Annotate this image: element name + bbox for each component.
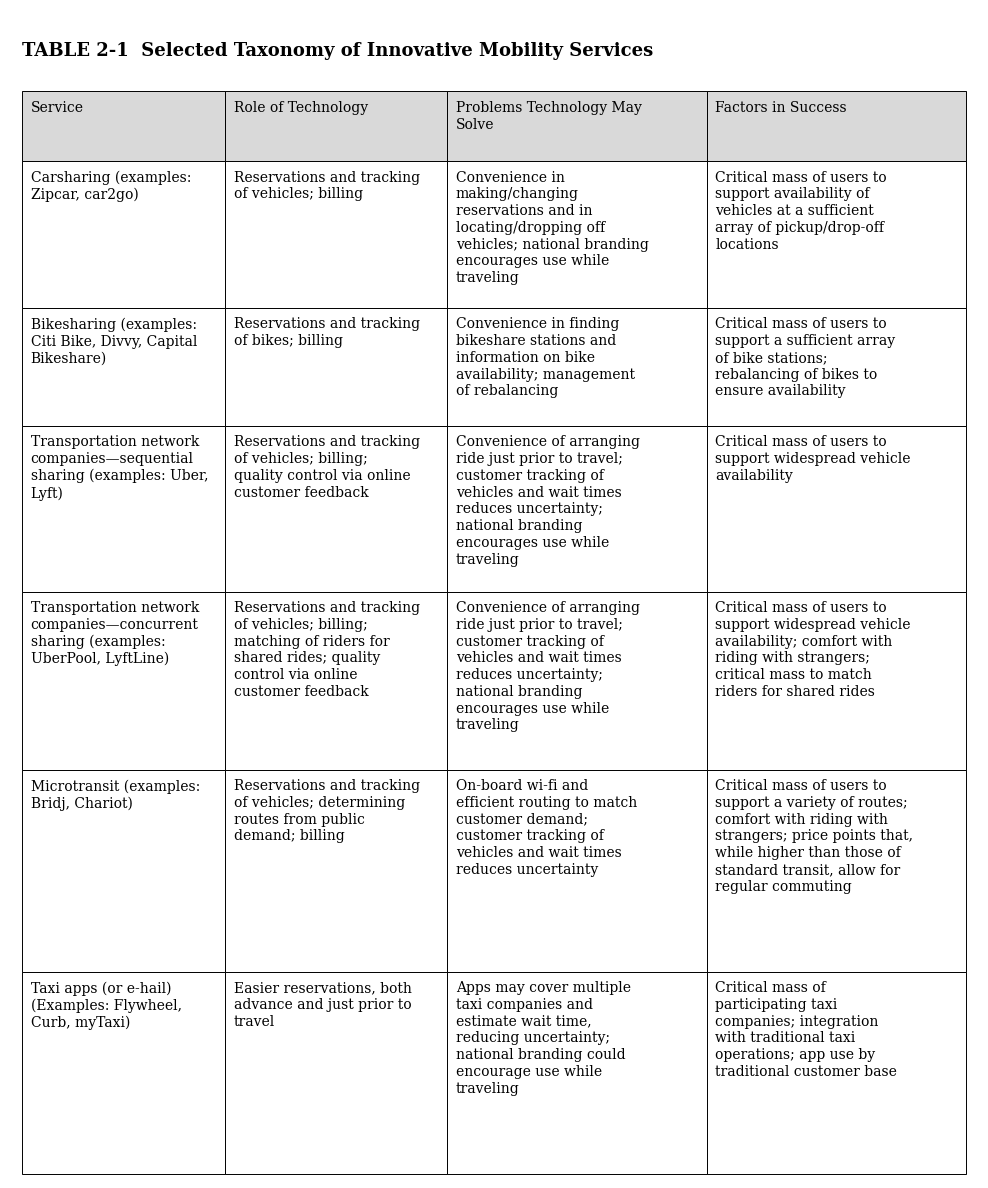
Bar	[706, 162, 966, 308]
Bar	[447, 592, 706, 770]
Text: Service: Service	[31, 101, 84, 115]
Bar	[22, 162, 225, 308]
Text: Carsharing (examples:
Zipcar, car2go): Carsharing (examples: Zipcar, car2go)	[31, 171, 191, 202]
Text: Reservations and tracking
of vehicles; billing;
quality control via online
custo: Reservations and tracking of vehicles; b…	[234, 435, 420, 499]
Bar	[447, 770, 706, 972]
Bar	[706, 425, 966, 592]
Bar	[706, 770, 966, 972]
Bar	[706, 592, 966, 770]
Bar	[447, 972, 706, 1174]
Bar	[225, 91, 447, 162]
Text: Transportation network
companies—sequential
sharing (examples: Uber,
Lyft): Transportation network companies—sequent…	[31, 435, 208, 500]
Bar	[447, 308, 706, 425]
Bar	[447, 425, 706, 592]
Text: Critical mass of users to
support availability of
vehicles at a sufficient
array: Critical mass of users to support availa…	[715, 171, 887, 252]
Text: Reservations and tracking
of vehicles; billing: Reservations and tracking of vehicles; b…	[234, 171, 420, 202]
Bar	[706, 308, 966, 425]
Bar	[225, 770, 447, 972]
Text: Convenience in finding
bikeshare stations and
information on bike
availability; : Convenience in finding bikeshare station…	[455, 317, 634, 398]
Text: Factors in Success: Factors in Success	[715, 101, 847, 115]
Bar	[22, 592, 225, 770]
Bar	[22, 91, 225, 162]
Text: Critical mass of users to
support a sufficient array
of bike stations;
rebalanci: Critical mass of users to support a suff…	[715, 317, 895, 398]
Bar	[225, 425, 447, 592]
Text: Convenience of arranging
ride just prior to travel;
customer tracking of
vehicle: Convenience of arranging ride just prior…	[455, 601, 639, 733]
Text: Reservations and tracking
of bikes; billing: Reservations and tracking of bikes; bill…	[234, 317, 420, 348]
Text: Role of Technology: Role of Technology	[234, 101, 368, 115]
Bar	[22, 425, 225, 592]
Text: TABLE 2-1  Selected Taxonomy of Innovative Mobility Services: TABLE 2-1 Selected Taxonomy of Innovativ…	[22, 42, 653, 59]
Text: Convenience in
making/changing
reservations and in
locating/dropping off
vehicle: Convenience in making/changing reservati…	[455, 171, 648, 285]
Bar	[447, 91, 706, 162]
Bar	[225, 972, 447, 1174]
Bar	[22, 972, 225, 1174]
Bar	[706, 91, 966, 162]
Text: Critical mass of
participating taxi
companies; integration
with traditional taxi: Critical mass of participating taxi comp…	[715, 981, 897, 1079]
Text: On-board wi-fi and
efficient routing to match
customer demand;
customer tracking: On-board wi-fi and efficient routing to …	[455, 779, 637, 877]
Bar	[22, 308, 225, 425]
Bar	[225, 592, 447, 770]
Text: Apps may cover multiple
taxi companies and
estimate wait time,
reducing uncertai: Apps may cover multiple taxi companies a…	[455, 981, 630, 1095]
Bar	[447, 162, 706, 308]
Text: Convenience of arranging
ride just prior to travel;
customer tracking of
vehicle: Convenience of arranging ride just prior…	[455, 435, 639, 567]
Text: Taxi apps (or e-hail)
(Examples: Flywheel,
Curb, myTaxi): Taxi apps (or e-hail) (Examples: Flywhee…	[31, 981, 182, 1030]
Text: Problems Technology May
Solve: Problems Technology May Solve	[455, 101, 641, 132]
Bar	[225, 308, 447, 425]
Bar	[706, 972, 966, 1174]
Text: Bikesharing (examples:
Citi Bike, Divvy, Capital
Bikeshare): Bikesharing (examples: Citi Bike, Divvy,…	[31, 317, 197, 366]
Text: Reservations and tracking
of vehicles; billing;
matching of riders for
shared ri: Reservations and tracking of vehicles; b…	[234, 601, 420, 699]
Text: Reservations and tracking
of vehicles; determining
routes from public
demand; bi: Reservations and tracking of vehicles; d…	[234, 779, 420, 843]
Text: Critical mass of users to
support widespread vehicle
availability: Critical mass of users to support widesp…	[715, 435, 911, 482]
Text: Critical mass of users to
support widespread vehicle
availability; comfort with
: Critical mass of users to support widesp…	[715, 601, 911, 699]
Text: Microtransit (examples:
Bridj, Chariot): Microtransit (examples: Bridj, Chariot)	[31, 779, 200, 811]
Text: Critical mass of users to
support a variety of routes;
comfort with riding with
: Critical mass of users to support a vari…	[715, 779, 914, 893]
Bar	[225, 162, 447, 308]
Bar	[22, 770, 225, 972]
Text: Easier reservations, both
advance and just prior to
travel: Easier reservations, both advance and ju…	[234, 981, 412, 1029]
Text: Transportation network
companies—concurrent
sharing (examples:
UberPool, LyftLin: Transportation network companies—concurr…	[31, 601, 199, 666]
